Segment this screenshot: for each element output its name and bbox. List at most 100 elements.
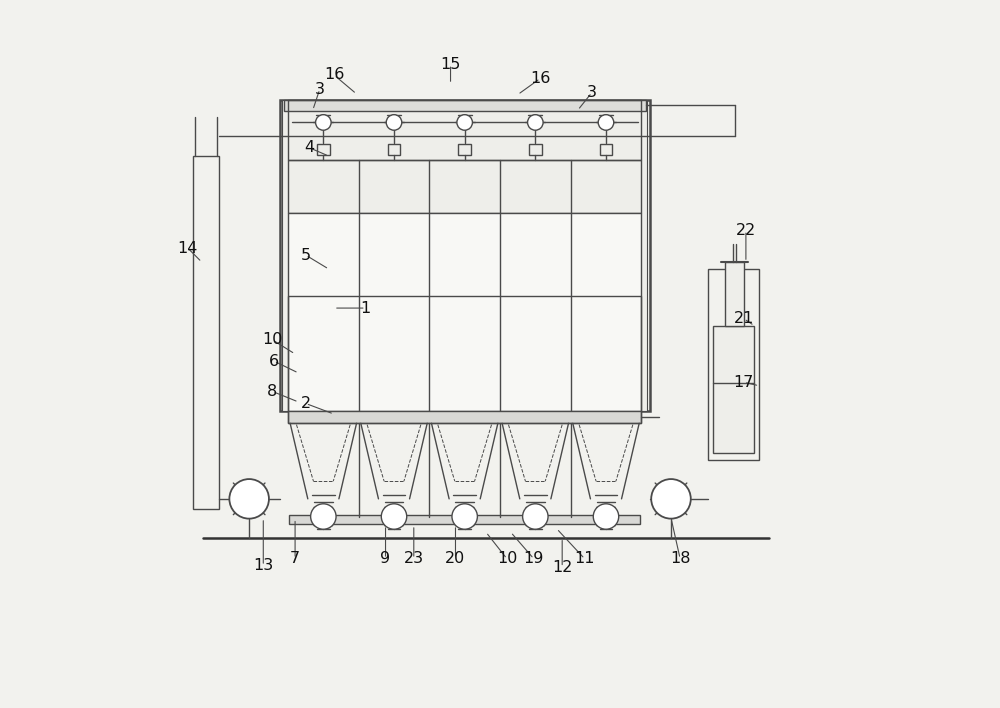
Bar xyxy=(529,394,534,405)
Bar xyxy=(503,366,508,376)
Bar xyxy=(291,394,296,405)
Bar xyxy=(600,144,612,155)
Bar xyxy=(300,394,305,405)
Bar xyxy=(554,351,559,362)
Bar xyxy=(458,380,463,391)
Bar xyxy=(387,323,392,333)
Bar xyxy=(512,394,517,405)
Bar xyxy=(300,222,305,233)
Circle shape xyxy=(311,504,336,530)
Bar xyxy=(396,323,401,333)
Circle shape xyxy=(452,504,477,530)
Bar xyxy=(317,251,322,261)
Bar xyxy=(433,266,437,275)
Bar xyxy=(608,366,613,376)
Bar xyxy=(582,222,587,233)
Bar xyxy=(404,337,409,348)
Text: 10: 10 xyxy=(262,332,283,348)
Bar xyxy=(404,280,409,290)
Bar xyxy=(458,323,463,333)
Bar xyxy=(599,236,604,247)
Bar xyxy=(413,251,418,261)
Bar xyxy=(433,351,437,362)
Bar xyxy=(291,294,296,304)
Bar xyxy=(334,394,339,405)
Bar xyxy=(441,366,446,376)
Bar xyxy=(289,515,640,524)
Bar xyxy=(379,280,384,290)
Bar xyxy=(449,337,454,348)
Bar xyxy=(388,144,400,155)
Bar xyxy=(633,380,638,391)
Bar xyxy=(433,280,437,290)
Bar xyxy=(574,309,579,319)
Bar xyxy=(334,351,339,362)
Bar xyxy=(387,280,392,290)
Bar xyxy=(282,100,647,411)
Bar xyxy=(396,251,401,261)
Bar xyxy=(342,280,347,290)
Bar xyxy=(362,251,367,261)
Bar xyxy=(574,251,579,261)
Bar xyxy=(325,309,330,319)
Bar xyxy=(475,280,480,290)
Text: 17: 17 xyxy=(734,375,754,390)
Bar xyxy=(520,337,525,348)
Bar xyxy=(433,380,437,391)
Bar xyxy=(379,236,384,247)
Bar xyxy=(379,222,384,233)
Text: 13: 13 xyxy=(253,559,273,573)
Bar xyxy=(591,294,596,304)
Bar xyxy=(370,251,375,261)
Bar xyxy=(608,394,613,405)
Bar xyxy=(466,280,471,290)
Bar xyxy=(616,309,621,319)
Bar xyxy=(325,366,330,376)
Bar xyxy=(563,394,567,405)
Bar xyxy=(308,323,313,333)
Bar xyxy=(379,394,384,405)
Bar xyxy=(362,323,367,333)
Bar xyxy=(342,366,347,376)
Bar xyxy=(334,222,339,233)
Bar xyxy=(591,380,596,391)
Bar xyxy=(537,366,542,376)
Bar xyxy=(483,394,488,405)
Bar xyxy=(574,337,579,348)
Bar xyxy=(582,366,587,376)
Bar xyxy=(633,309,638,319)
Bar xyxy=(512,266,517,275)
Bar xyxy=(308,351,313,362)
Bar xyxy=(591,236,596,247)
Bar xyxy=(334,266,339,275)
Bar xyxy=(529,337,534,348)
Bar xyxy=(362,366,367,376)
Bar xyxy=(537,309,542,319)
Bar xyxy=(520,294,525,304)
Bar xyxy=(317,236,322,247)
Bar xyxy=(599,394,604,405)
Bar xyxy=(421,266,426,275)
Bar xyxy=(404,266,409,275)
Bar xyxy=(554,236,559,247)
Bar xyxy=(466,380,471,391)
Bar xyxy=(616,323,621,333)
Bar xyxy=(387,236,392,247)
Bar xyxy=(591,266,596,275)
Bar xyxy=(563,251,567,261)
Bar xyxy=(537,266,542,275)
Bar xyxy=(599,222,604,233)
Bar xyxy=(404,380,409,391)
Bar xyxy=(512,236,517,247)
Bar xyxy=(616,294,621,304)
Bar xyxy=(404,236,409,247)
Bar xyxy=(546,351,551,362)
Bar xyxy=(291,236,296,247)
Bar xyxy=(334,337,339,348)
Bar xyxy=(351,294,355,304)
Bar xyxy=(529,251,534,261)
Bar xyxy=(387,294,392,304)
Bar xyxy=(458,394,463,405)
Bar xyxy=(546,309,551,319)
Bar xyxy=(362,280,367,290)
